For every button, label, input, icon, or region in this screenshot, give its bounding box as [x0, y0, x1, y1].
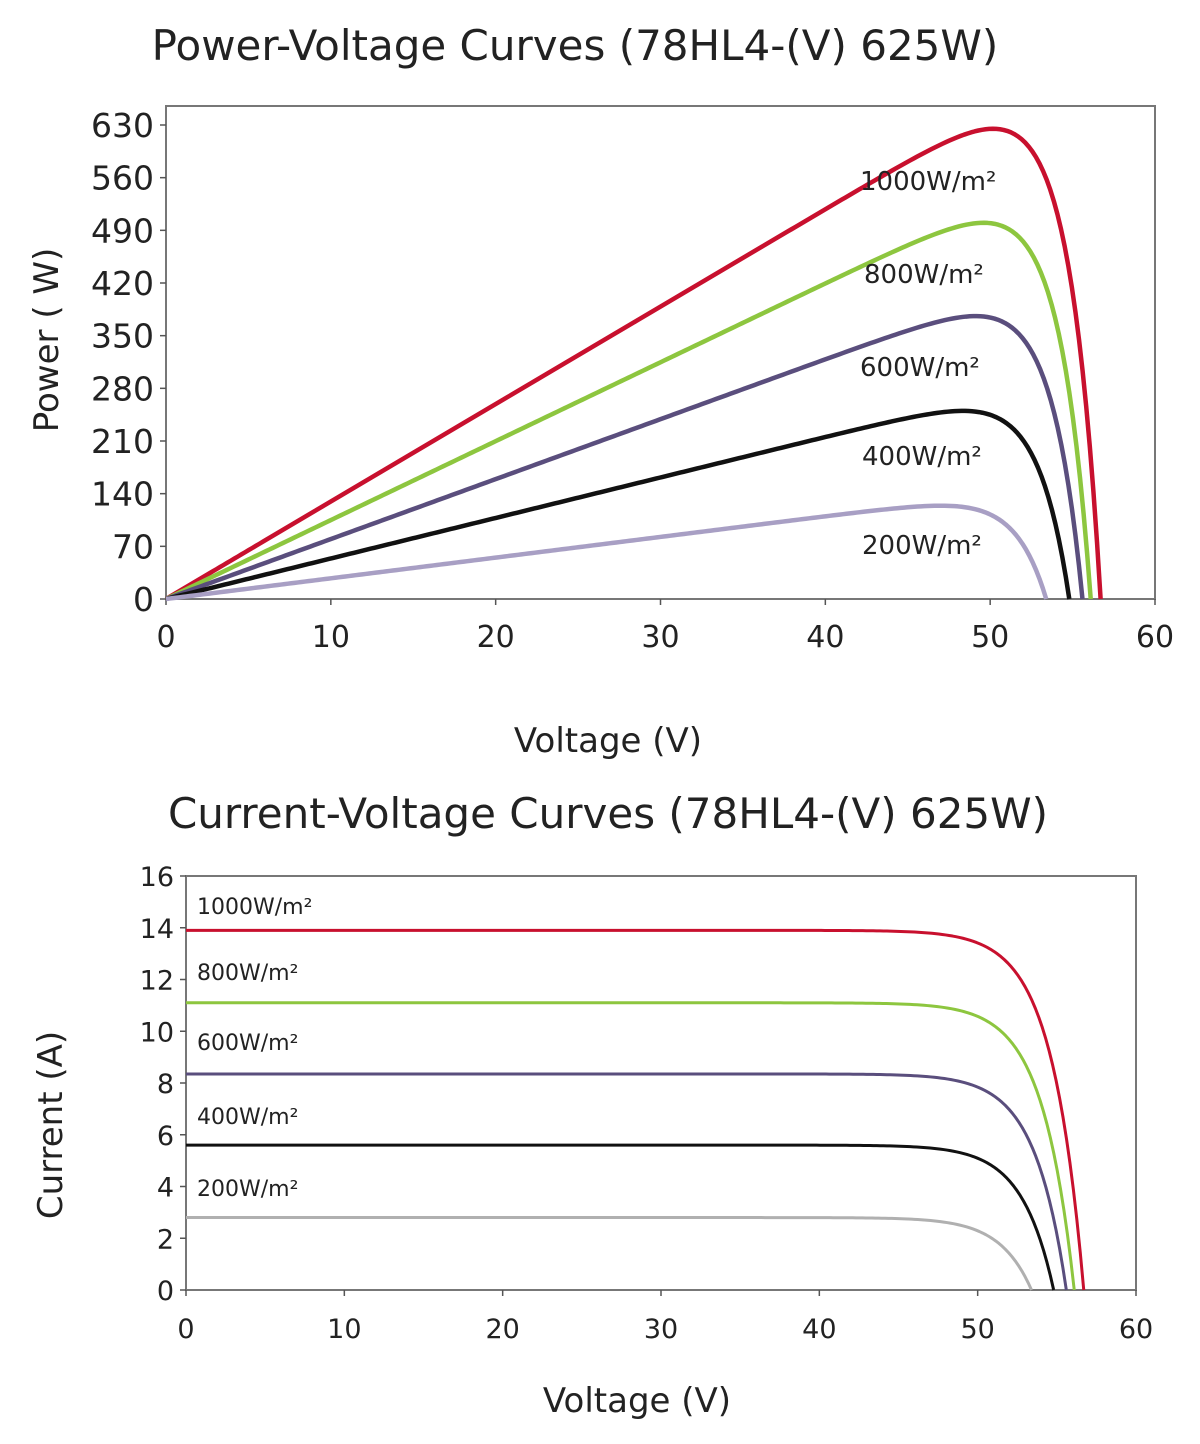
curve-label-5: 200W/m²	[862, 531, 982, 561]
curve-label-4: 400W/m²	[862, 442, 982, 472]
y-tick-label: 630	[91, 106, 154, 145]
curve-label-1: 1000W/m²	[197, 895, 312, 920]
y-tick-label: 12	[140, 966, 174, 997]
y-tick-label: 350	[91, 317, 154, 356]
x-tick-label: 30	[644, 1314, 678, 1345]
iv-axes: 0 2 4 6 8 10 12 14 16 0 10 20 30 40 50 60	[140, 862, 1154, 1345]
power-voltage-chart: Power-Voltage Curves (78HL4-(V) 625W) 0 7…	[27, 21, 1174, 761]
pv-series-group	[164, 126, 1103, 602]
iv-series-group	[186, 928, 1086, 1291]
y-tick-label: 16	[140, 862, 174, 893]
series-line-1	[164, 126, 1103, 601]
iv-chart-title: Current-Voltage Curves (78HL4-(V) 625W)	[168, 789, 1048, 838]
y-tick-label: 2	[157, 1224, 174, 1255]
iv-curve-labels: 1000W/m² 800W/m² 600W/m² 400W/m² 200W/m²	[197, 895, 312, 1202]
y-tick-label: 4	[157, 1173, 174, 1204]
x-tick-label: 50	[960, 1314, 994, 1345]
y-tick-label: 8	[157, 1069, 174, 1100]
y-tick-label: 280	[91, 369, 154, 408]
current-voltage-chart-svg: Current-Voltage Curves (78HL4-(V) 625W) …	[31, 789, 1154, 1421]
series-line-4	[186, 1143, 1056, 1291]
series-line-5	[165, 503, 1049, 602]
y-tick-label: 0	[133, 580, 154, 619]
x-tick-label: 0	[156, 620, 175, 655]
y-tick-label: 420	[91, 264, 154, 303]
x-tick-label: 10	[312, 620, 350, 655]
x-tick-label: 50	[971, 620, 1009, 655]
pv-axes: 0 70 140 210 280 350 420 490 560 630 0 10 20 30 40 50 60	[91, 106, 1174, 655]
power-voltage-chart-svg: Power-Voltage Curves (78HL4-(V) 625W) 0 7…	[27, 21, 1174, 761]
x-tick-label: 0	[177, 1314, 194, 1345]
y-tick-label: 0	[157, 1276, 174, 1307]
series-line-3	[186, 1072, 1068, 1291]
y-tick-label: 6	[157, 1121, 174, 1152]
y-tick-label: 10	[140, 1017, 174, 1048]
y-tick-label: 70	[112, 527, 154, 566]
pv-curve-labels: 1000W/m² 800W/m² 600W/m² 400W/m² 200W/m²	[860, 167, 996, 561]
curve-label-2: 800W/m²	[197, 961, 298, 986]
pv-x-axis-label: Voltage (V)	[514, 721, 702, 761]
curve-label-3: 600W/m²	[197, 1031, 298, 1056]
x-tick-label: 60	[1119, 1314, 1153, 1345]
y-tick-label: 210	[91, 422, 154, 461]
y-tick-label: 14	[140, 914, 174, 945]
curve-label-3: 600W/m²	[860, 353, 980, 383]
series-line-3	[165, 313, 1085, 602]
curve-label-4: 400W/m²	[197, 1105, 298, 1130]
x-tick-label: 40	[806, 620, 844, 655]
x-tick-label: 20	[477, 620, 515, 655]
series-line-1	[186, 928, 1086, 1291]
iv-y-axis-label: Current (A)	[31, 1031, 71, 1219]
curve-label-1: 1000W/m²	[860, 167, 996, 197]
y-tick-label: 560	[91, 159, 154, 198]
curve-label-2: 800W/m²	[864, 260, 984, 290]
series-line-2	[186, 1001, 1076, 1291]
curve-label-5: 200W/m²	[197, 1177, 298, 1202]
iv-plot-frame	[185, 875, 1137, 1291]
y-tick-label: 140	[91, 475, 154, 514]
x-tick-label: 10	[327, 1314, 361, 1345]
pv-chart-title: Power-Voltage Curves (78HL4-(V) 625W)	[152, 21, 999, 70]
current-voltage-chart: Current-Voltage Curves (78HL4-(V) 625W) …	[0, 780, 1200, 1444]
x-tick-label: 20	[485, 1314, 519, 1345]
pv-y-axis-label: Power ( W)	[27, 248, 67, 433]
x-tick-label: 60	[1136, 620, 1174, 655]
x-tick-label: 40	[802, 1314, 836, 1345]
series-line-5	[186, 1216, 1033, 1291]
series-line-2	[165, 220, 1093, 602]
series-line-4	[165, 408, 1072, 602]
x-tick-label: 30	[641, 620, 679, 655]
y-tick-label: 490	[91, 211, 154, 250]
iv-x-axis-label: Voltage (V)	[543, 1381, 731, 1421]
